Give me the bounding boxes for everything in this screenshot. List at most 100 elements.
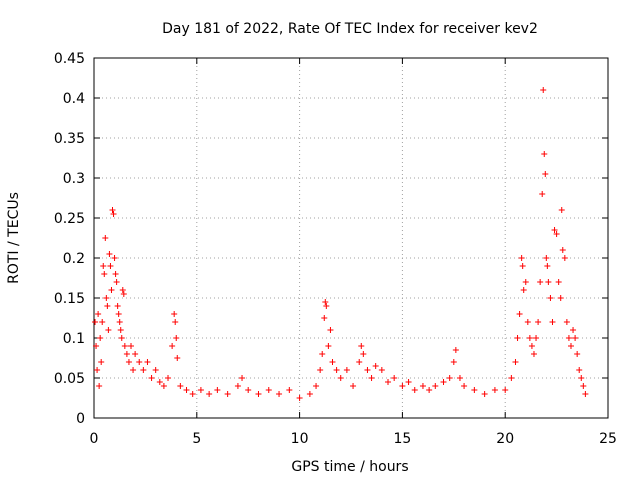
- data-point: [411, 387, 418, 393]
- y-tick-label: 0.4: [63, 91, 85, 107]
- data-point: [224, 391, 231, 397]
- data-point: [234, 383, 241, 389]
- data-point: [172, 319, 179, 325]
- data-point: [508, 375, 515, 381]
- data-point: [125, 359, 132, 365]
- data-point: [100, 263, 107, 269]
- data-point: [105, 327, 112, 333]
- y-tick-label: 0: [76, 411, 85, 427]
- data-point: [106, 251, 113, 257]
- data-point: [101, 271, 108, 277]
- data-point: [553, 231, 560, 237]
- data-point: [574, 351, 581, 357]
- data-point: [512, 359, 519, 365]
- data-point: [559, 247, 566, 253]
- data-point: [206, 391, 213, 397]
- data-point: [128, 343, 135, 349]
- y-tick-label: 0.35: [54, 131, 85, 147]
- data-point: [183, 387, 190, 393]
- data-point: [119, 287, 126, 293]
- data-point: [440, 379, 447, 385]
- data-point: [582, 391, 589, 397]
- data-point: [547, 295, 554, 301]
- data-point: [343, 367, 350, 373]
- data-point: [535, 319, 542, 325]
- data-point: [576, 367, 583, 373]
- data-point: [350, 383, 357, 389]
- data-point: [358, 343, 365, 349]
- data-point: [214, 387, 221, 393]
- data-point: [519, 263, 526, 269]
- data-point: [360, 351, 367, 357]
- data-point: [329, 359, 336, 365]
- data-point: [551, 227, 558, 233]
- data-point: [111, 255, 118, 261]
- data-point: [542, 171, 549, 177]
- data-point: [132, 351, 139, 357]
- data-point: [378, 367, 385, 373]
- data-point: [117, 327, 124, 333]
- data-point: [364, 367, 371, 373]
- data-point: [461, 383, 468, 389]
- data-point: [313, 383, 320, 389]
- data-point: [165, 375, 172, 381]
- data-point: [317, 367, 324, 373]
- data-point: [110, 211, 117, 217]
- data-point: [197, 387, 204, 393]
- data-point: [558, 207, 565, 213]
- data-point: [107, 263, 114, 269]
- data-point: [368, 375, 375, 381]
- data-point: [327, 327, 334, 333]
- x-tick-label: 15: [393, 431, 411, 447]
- data-point: [481, 391, 488, 397]
- data-point: [572, 335, 579, 341]
- data-point: [333, 367, 340, 373]
- data-point: [419, 383, 426, 389]
- data-point: [116, 319, 123, 325]
- data-point: [533, 335, 540, 341]
- data-point: [325, 343, 332, 349]
- x-tick-label: 5: [192, 431, 201, 447]
- data-point: [539, 191, 546, 197]
- data-point: [565, 335, 572, 341]
- data-point: [286, 387, 293, 393]
- data-point: [450, 359, 457, 365]
- y-tick-label: 0.45: [54, 51, 85, 67]
- data-point: [563, 319, 570, 325]
- data-point: [109, 207, 116, 213]
- data-point: [112, 271, 119, 277]
- data-point: [541, 151, 548, 157]
- data-point: [578, 375, 585, 381]
- data-point: [92, 319, 99, 325]
- data-point: [245, 387, 252, 393]
- data-point: [265, 387, 272, 393]
- data-point: [543, 255, 550, 261]
- data-point: [540, 87, 547, 93]
- y-tick-label: 0.25: [54, 211, 85, 227]
- data-point: [319, 351, 326, 357]
- data-point: [130, 367, 137, 373]
- data-point: [102, 235, 109, 241]
- y-tick-label: 0.3: [63, 171, 85, 187]
- data-point: [104, 303, 111, 309]
- data-point: [491, 387, 498, 393]
- data-point: [549, 319, 556, 325]
- data-point: [530, 351, 537, 357]
- data-point: [567, 343, 574, 349]
- data-point: [432, 383, 439, 389]
- data-point: [93, 343, 100, 349]
- data-point: [156, 379, 163, 385]
- data-point: [426, 387, 433, 393]
- y-axis-label: ROTI / TECUs: [6, 192, 22, 284]
- data-point: [136, 359, 143, 365]
- data-point: [544, 263, 551, 269]
- data-point: [520, 287, 527, 293]
- axis-ticks: [93, 57, 609, 419]
- data-point: [518, 255, 525, 261]
- data-point: [173, 335, 180, 341]
- data-point: [96, 383, 103, 389]
- data-point: [103, 295, 110, 301]
- data-point: [118, 335, 125, 341]
- data-point: [255, 391, 262, 397]
